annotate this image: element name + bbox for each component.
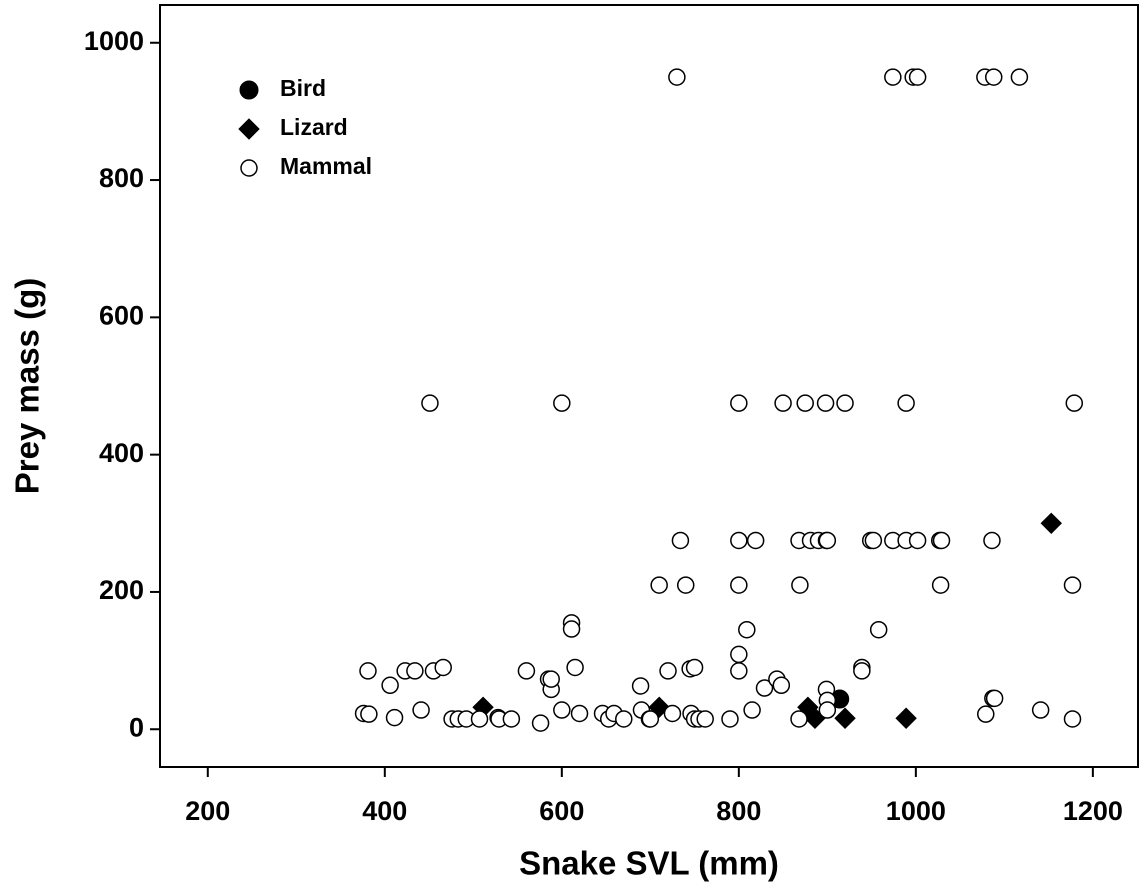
- open-point: [360, 705, 378, 723]
- legend-label: Bird: [280, 75, 326, 101]
- legend-label: Mammal: [280, 153, 372, 179]
- open-point: [615, 710, 633, 728]
- legend-marker: [239, 80, 259, 100]
- open-point: [931, 576, 950, 594]
- open-point: [908, 68, 927, 86]
- open-point: [791, 576, 809, 594]
- open-point: [1010, 68, 1029, 86]
- open-point: [730, 662, 748, 680]
- open-point: [853, 662, 871, 680]
- x-tick-label: 1200: [1063, 796, 1123, 826]
- open-point: [663, 704, 682, 723]
- open-point: [434, 658, 452, 677]
- x-tick-label: 1000: [886, 796, 946, 826]
- x-axis-title: Snake SVL (mm): [519, 845, 779, 882]
- y-tick-label: 600: [99, 300, 144, 330]
- open-point: [1065, 394, 1084, 412]
- open-point: [743, 701, 761, 719]
- open-point: [359, 662, 377, 680]
- open-point: [985, 689, 1004, 708]
- open-point: [696, 710, 714, 728]
- open-point: [730, 645, 748, 664]
- open-point: [470, 710, 489, 728]
- diamond-point: [895, 707, 917, 729]
- open-point: [774, 394, 792, 412]
- open-point: [836, 394, 854, 412]
- diamond-point: [834, 707, 856, 729]
- open-point: [818, 531, 837, 550]
- open-point: [421, 394, 439, 412]
- open-point: [738, 620, 756, 639]
- open-point: [381, 676, 399, 695]
- open-point: [790, 710, 808, 728]
- open-point: [676, 576, 695, 594]
- open-point: [884, 68, 902, 86]
- open-point: [650, 576, 668, 594]
- open-point: [796, 394, 814, 412]
- open-point: [897, 394, 915, 412]
- open-point: [908, 531, 927, 550]
- x-tick-label: 600: [539, 796, 584, 826]
- open-point: [641, 710, 660, 728]
- open-point: [864, 531, 883, 550]
- open-point: [730, 394, 748, 412]
- diamond-point: [1040, 512, 1062, 535]
- y-tick-label: 400: [99, 438, 144, 468]
- y-tick-label: 1000: [84, 26, 144, 56]
- open-point: [772, 676, 791, 695]
- open-point: [531, 714, 550, 732]
- open-point: [869, 620, 888, 639]
- x-tick-label: 400: [362, 796, 407, 826]
- open-point: [412, 701, 430, 719]
- open-point: [685, 658, 704, 677]
- legend-label: Lizard: [280, 114, 348, 140]
- open-point: [730, 531, 748, 550]
- legend-marker: [240, 159, 258, 177]
- open-point: [816, 394, 835, 412]
- open-point: [502, 710, 521, 728]
- open-point: [730, 576, 748, 594]
- x-tick-label: 200: [185, 796, 230, 826]
- open-point: [517, 662, 536, 680]
- open-point: [932, 531, 951, 550]
- open-point: [566, 658, 584, 677]
- open-point: [818, 701, 837, 719]
- open-point: [721, 710, 739, 728]
- open-point: [553, 394, 571, 412]
- open-point: [1063, 710, 1082, 728]
- open-point: [542, 670, 560, 688]
- open-point: [1031, 701, 1050, 719]
- y-axis-title: Prey mass (g): [9, 278, 46, 494]
- plot-frame: [159, 4, 1139, 768]
- open-point: [755, 679, 774, 697]
- open-point: [977, 705, 995, 723]
- open-point: [385, 708, 404, 727]
- open-point: [746, 531, 765, 550]
- y-tick-label: 0: [129, 712, 144, 742]
- open-point: [406, 662, 424, 680]
- open-point: [631, 677, 650, 695]
- open-point: [553, 701, 571, 719]
- open-point: [570, 704, 589, 723]
- legend-marker: [238, 118, 260, 140]
- open-point: [659, 662, 677, 680]
- x-tick-label: 800: [716, 796, 761, 826]
- open-point: [983, 531, 1001, 550]
- y-tick-label: 200: [99, 575, 144, 605]
- open-point: [562, 620, 581, 638]
- y-tick-label: 800: [99, 163, 144, 193]
- open-point: [671, 531, 690, 550]
- open-point: [668, 68, 686, 86]
- open-point: [1063, 576, 1082, 594]
- open-point: [984, 68, 1003, 86]
